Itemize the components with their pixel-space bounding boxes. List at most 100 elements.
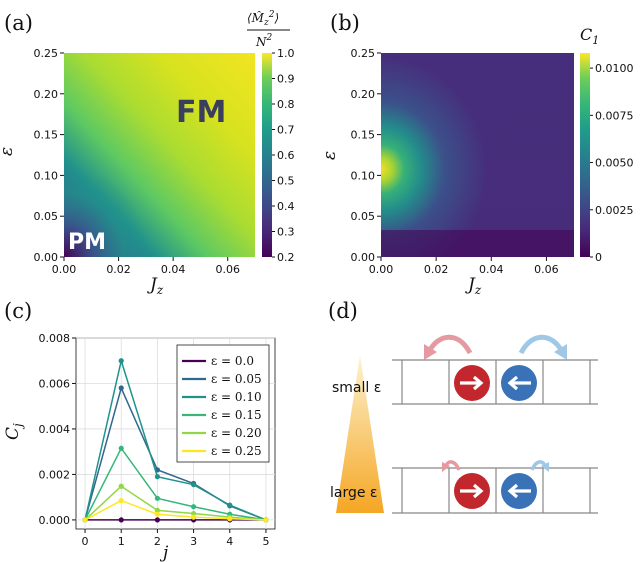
series-point	[154, 507, 161, 513]
legend-entry: ε = 0.25	[211, 444, 262, 458]
y-tick-label: 0.25	[34, 47, 59, 60]
x-tick-label: 0.02	[106, 263, 131, 276]
y-tick-label: 0.20	[351, 88, 376, 101]
colorbar-tick-label: 0.2	[277, 251, 295, 264]
series-point	[118, 358, 124, 364]
x-tick-label: 5	[262, 535, 269, 548]
y-tick-label: 0.25	[351, 47, 376, 60]
colorbar-tick-label: 0.0075	[595, 109, 634, 122]
pm-annotation: PM	[68, 230, 106, 255]
series-point	[227, 516, 233, 522]
heatmap-a-ylabel: ε	[0, 147, 17, 156]
series-point	[118, 497, 124, 504]
x-tick-label: 0.04	[161, 263, 186, 276]
x-tick-label: 0.06	[534, 263, 559, 276]
small-epsilon-label: small ε	[332, 380, 381, 396]
series-line	[84, 446, 267, 521]
schematic-d: small ε large ε	[330, 334, 598, 514]
series-point	[118, 445, 124, 451]
ladder-small	[392, 334, 598, 405]
heatmap-b-ylabel: ε	[320, 151, 340, 160]
x-tick-label: 0	[82, 535, 89, 548]
colorbar-tick-label: 0.0050	[595, 157, 634, 170]
fm-annotation: FM	[176, 95, 226, 130]
y-tick-label: 0.10	[351, 169, 376, 182]
colorbar-tick-label: 0.9	[277, 73, 295, 86]
legend-entry: ε = 0.20	[211, 426, 262, 440]
heatmap-a-pm-region	[64, 53, 255, 257]
legend: ε = 0.0 ε = 0.05 ε = 0.10 ε = 0.15 ε = 0.20 ε…	[176, 344, 270, 463]
line-chart-c-series	[82, 357, 269, 523]
series-point	[190, 514, 197, 520]
svg-text:N2: N2	[255, 33, 273, 49]
line-chart-c-xlabel: j	[159, 543, 169, 562]
x-tick-label: 0.00	[52, 263, 77, 276]
series-point	[154, 517, 161, 523]
colorbar-tick-label: 0.0100	[595, 62, 634, 75]
x-tick-label: 4	[226, 535, 233, 548]
hop-arrowhead-right-small	[554, 344, 567, 360]
colorbar-tick-label: 1.0	[277, 47, 295, 60]
hop-arrowhead-right-large	[541, 462, 549, 472]
y-tick-label: 0.006	[39, 377, 71, 390]
y-tick-label: 0.10	[34, 169, 59, 182]
series-point	[118, 483, 124, 489]
legend-entry: ε = 0.10	[211, 390, 262, 404]
large-epsilon-label: large ε	[330, 485, 378, 501]
y-tick-label: 0.05	[351, 210, 376, 223]
series-point	[154, 474, 161, 480]
y-tick-label: 0.002	[39, 468, 71, 481]
heatmap-b-peak	[381, 53, 574, 257]
colorbar-b	[580, 53, 590, 257]
series-point	[190, 510, 197, 517]
x-tick-label: 1	[118, 535, 125, 548]
series-point	[118, 385, 124, 391]
heatmap-b-axes: 0.00 0.02 0.04 0.06 0.00 0.05 0.10 0.15 0.20 0.25	[351, 47, 559, 276]
series-point	[82, 517, 88, 523]
y-tick-label: 0.008	[39, 332, 71, 345]
x-tick-label: 0.06	[215, 263, 240, 276]
x-tick-label: 3	[190, 535, 197, 548]
y-tick-label: 0.15	[34, 129, 59, 142]
heatmap-b-low-band	[381, 230, 574, 257]
panel-label-b: (b)	[330, 11, 360, 35]
x-tick-label: 0.04	[479, 263, 504, 276]
x-tick-label: 2	[154, 535, 161, 548]
line-chart-c-axes: 0 1 2 3 4 5 0.000 0.002 0.004 0.006 0.008	[39, 332, 270, 548]
svg-text:⟨M̂z2⟩: ⟨M̂z2⟩	[247, 10, 279, 28]
y-tick-label: 0.20	[34, 88, 59, 101]
hop-arrowhead-left-small	[424, 344, 437, 360]
series-point	[154, 495, 161, 501]
colorbar-a	[262, 53, 272, 257]
series-point	[227, 502, 233, 508]
y-tick-label: 0.00	[351, 251, 376, 264]
x-tick-label: 0.00	[369, 263, 394, 276]
series-line	[84, 499, 266, 521]
y-tick-label: 0.05	[34, 210, 59, 223]
spin-left-large	[501, 473, 537, 509]
line-chart-c-ylabel: Cj	[3, 423, 25, 440]
colorbar-a-ticks: 0.2 0.3 0.4 0.5 0.6 0.7 0.8 0.9 1.0	[272, 47, 295, 264]
heatmap-a-axes: 0.00 0.02 0.04 0.06 0.00 0.05 0.10 0.15 0.20 0.25	[34, 47, 240, 276]
heatmap-b-xlabel: Jz	[465, 275, 482, 297]
colorbar-tick-label: 0.8	[277, 98, 295, 111]
y-tick-label: 0.15	[351, 129, 376, 142]
spin-right-large	[454, 473, 490, 509]
series-point	[190, 504, 197, 510]
colorbar-b-ticks: 0 0.0025 0.0050 0.0075 0.0100	[590, 62, 634, 264]
spin-right-small	[454, 365, 490, 401]
y-tick-label: 0.00	[34, 251, 59, 264]
series-point	[118, 517, 124, 523]
colorbar-tick-label: 0.6	[277, 149, 295, 162]
colorbar-tick-label: 0.3	[277, 226, 295, 239]
panel-label-a: (a)	[4, 11, 33, 35]
y-tick-label: 0.000	[39, 514, 71, 527]
spin-left-small	[501, 365, 537, 401]
colorbar-b-label: C1	[580, 25, 599, 47]
colorbar-a-label: ⟨M̂z2⟩ N2	[247, 10, 290, 49]
series-line	[84, 485, 267, 521]
series-point	[190, 482, 197, 488]
hop-arrow-right-small	[518, 334, 564, 355]
